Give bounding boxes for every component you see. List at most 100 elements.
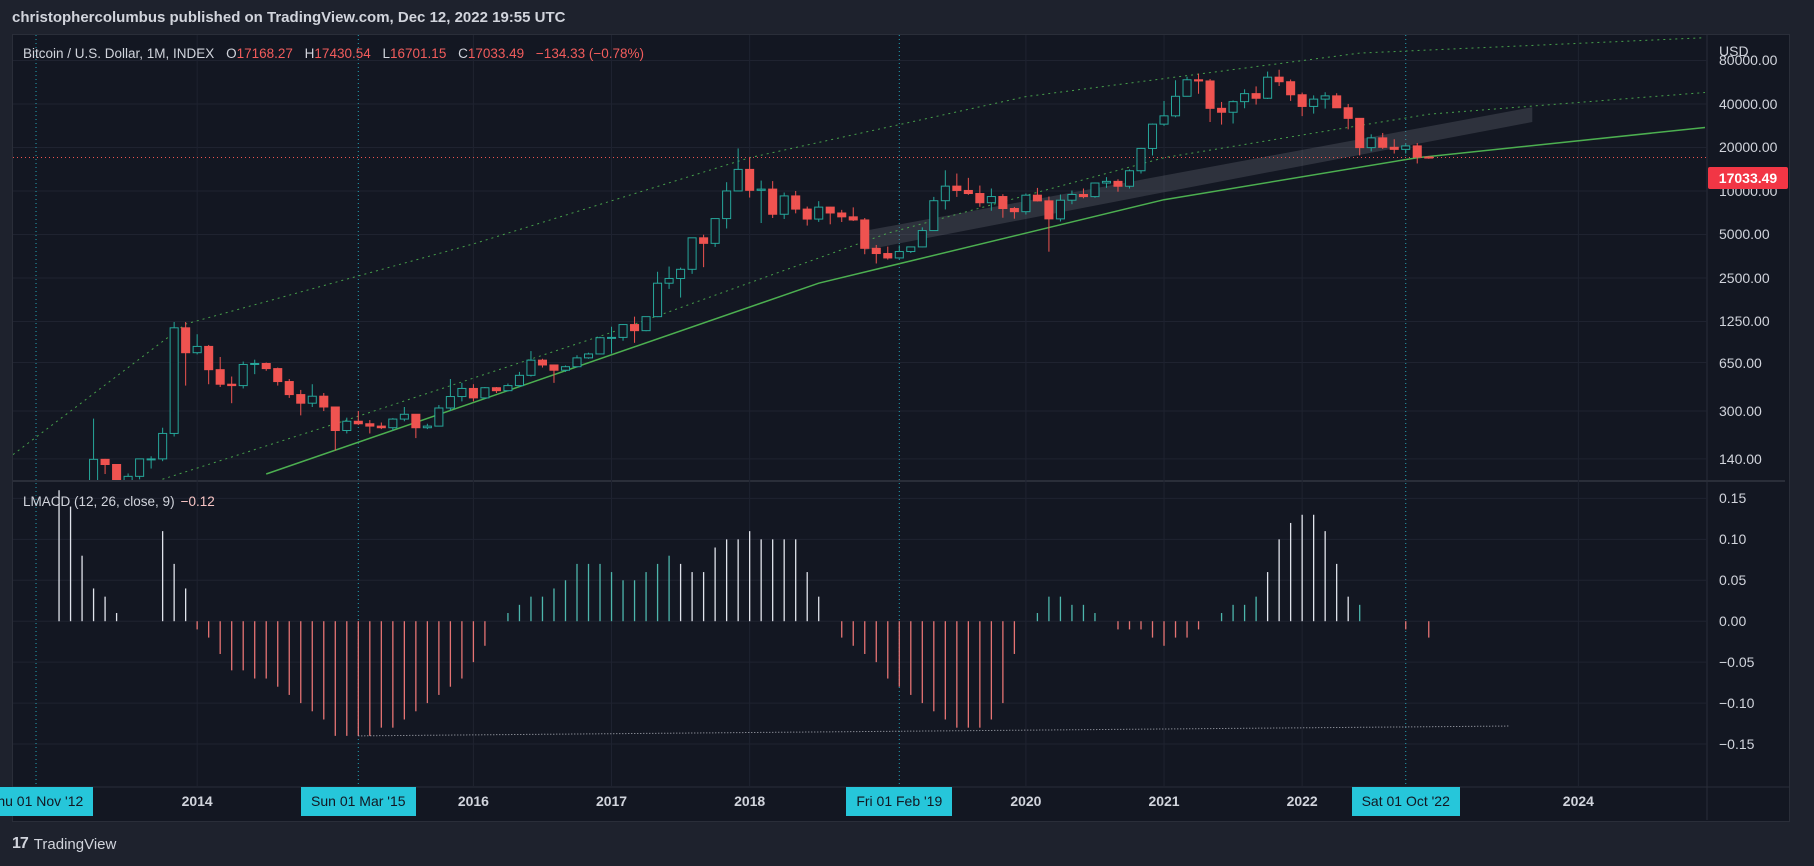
candle-body xyxy=(998,196,1008,210)
time-tick-label: 2021 xyxy=(1148,793,1180,809)
candle-body xyxy=(526,359,536,376)
candle-body xyxy=(503,385,513,392)
candle-body xyxy=(802,208,812,220)
symbol-name: Bitcoin / U.S. Dollar, 1M, INDEX xyxy=(23,46,215,61)
candle-body xyxy=(1194,79,1204,82)
candle-body xyxy=(1113,180,1123,187)
lmacd-tick-label: 0.10 xyxy=(1719,531,1747,548)
last-price-badge: 17033.49 xyxy=(1708,167,1788,189)
candle-body xyxy=(722,190,732,220)
candle-body xyxy=(814,206,824,220)
price-tick-label: 2500.00 xyxy=(1719,269,1770,286)
candle-body xyxy=(860,219,870,249)
candle-body xyxy=(537,359,547,366)
candle-body xyxy=(1205,80,1215,109)
candle-body xyxy=(1424,156,1434,159)
candle-body xyxy=(123,475,133,480)
highlighted-date-label: Sun 01 Mar '15 xyxy=(301,787,416,816)
regression-band xyxy=(864,107,1533,251)
candle-body xyxy=(1297,94,1307,107)
candle-body xyxy=(342,420,352,432)
upper-log-curve xyxy=(13,37,1706,455)
candle-body xyxy=(1309,98,1319,107)
symbol-legend: Bitcoin / U.S. Dollar, 1M, INDEX O17168.… xyxy=(23,46,652,61)
candle-body xyxy=(112,464,122,480)
highlighted-date-label: Sat 01 Oct '22 xyxy=(1351,787,1460,816)
macd-lows-trendline xyxy=(358,725,1510,737)
candle-body xyxy=(894,251,904,259)
price-pane xyxy=(13,37,1707,480)
candle-body xyxy=(1147,123,1158,149)
candle-body xyxy=(434,407,444,427)
candle-body xyxy=(1263,76,1273,99)
candle-body xyxy=(1101,180,1111,184)
lmacd-label: LMACD (12, 26, close, 9) xyxy=(23,494,175,509)
price-tick-label: 20000.00 xyxy=(1719,139,1778,156)
candle-body xyxy=(1343,107,1353,119)
candle-body xyxy=(273,368,283,383)
candle-body xyxy=(975,193,985,204)
chart-frame[interactable] xyxy=(12,34,1790,822)
highlighted-date-label: Fri 01 Feb '19 xyxy=(846,787,953,816)
candle-body xyxy=(618,324,628,338)
candle-body xyxy=(560,366,571,371)
candle-body xyxy=(204,345,214,371)
candle-body xyxy=(1240,93,1250,103)
candle-body xyxy=(791,195,801,210)
candle-body xyxy=(100,458,110,466)
candle-body xyxy=(1251,93,1261,99)
price-tick-label: 5000.00 xyxy=(1719,226,1770,243)
candle-body xyxy=(871,247,881,255)
candle-body xyxy=(445,396,455,409)
candle-body xyxy=(1286,81,1296,96)
candle-body xyxy=(1389,146,1399,150)
candle-body xyxy=(422,425,432,429)
candle-body xyxy=(1055,199,1065,220)
candle-body xyxy=(89,458,99,480)
candle-body xyxy=(284,381,294,396)
candle-body xyxy=(1009,208,1019,213)
brand-name[interactable]: TradingView xyxy=(33,835,117,853)
candle-body xyxy=(227,383,237,387)
candle-body xyxy=(963,189,973,195)
candle-body xyxy=(330,406,340,432)
candle-body xyxy=(146,458,156,461)
candle-body xyxy=(1217,107,1227,113)
tradingview-logo-icon[interactable]: 17 xyxy=(12,835,29,852)
candle-body xyxy=(158,432,168,460)
candle-body xyxy=(583,353,594,359)
lmacd-value: −0.12 xyxy=(180,494,215,509)
candle-body xyxy=(1136,147,1146,172)
price-tick-label: 300.00 xyxy=(1719,403,1762,420)
candle-body xyxy=(929,200,939,232)
time-tick-label: 2024 xyxy=(1562,793,1594,809)
open-value: 17168.27 xyxy=(236,46,293,61)
candle-body xyxy=(825,206,835,214)
candle-body xyxy=(917,230,927,248)
candle-body xyxy=(768,188,778,215)
candle-body xyxy=(169,327,179,434)
candle-body xyxy=(986,196,996,204)
open-label: O xyxy=(226,46,237,61)
candle-body xyxy=(365,423,375,427)
candle-body xyxy=(1228,101,1238,113)
time-tick-label: 2016 xyxy=(457,793,489,809)
high-value: 17430.54 xyxy=(314,46,371,61)
candle-body xyxy=(468,387,478,399)
candle-body xyxy=(733,168,743,192)
candle-body xyxy=(1159,115,1169,125)
time-tick-label: 2022 xyxy=(1286,793,1318,809)
candle-body xyxy=(181,327,191,354)
candle-body xyxy=(457,387,467,398)
candle-body xyxy=(687,237,697,270)
candle-body xyxy=(756,188,766,191)
candle-body xyxy=(952,185,962,191)
candle-body xyxy=(1032,194,1042,202)
time-tick-label: 2020 xyxy=(1010,793,1042,809)
candle-body xyxy=(653,282,663,318)
price-tick-label: 40000.00 xyxy=(1719,95,1778,112)
time-tick-label: 2018 xyxy=(734,793,766,809)
candle-body xyxy=(1401,145,1411,150)
low-value: 16701.15 xyxy=(390,46,447,61)
